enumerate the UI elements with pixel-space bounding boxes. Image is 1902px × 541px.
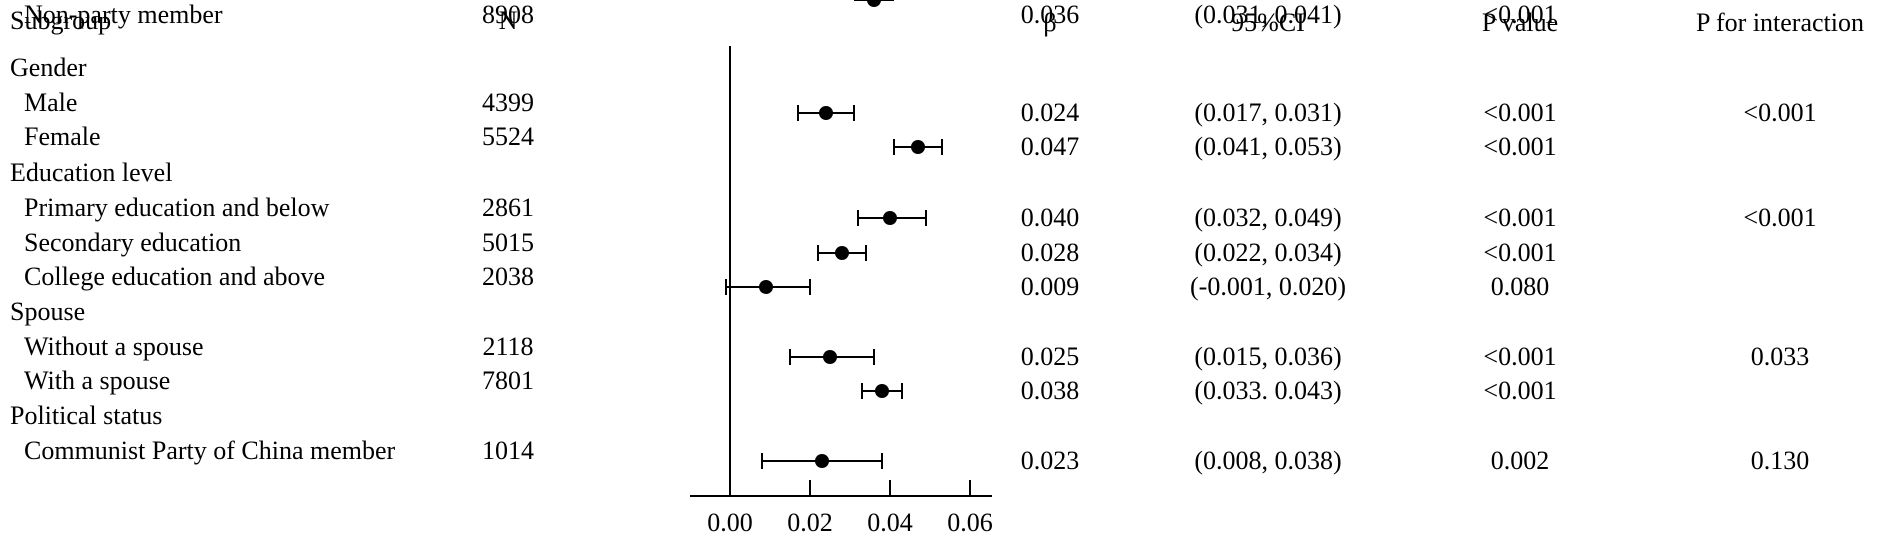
point-estimate <box>759 280 773 294</box>
beta-value: 0.009 <box>1020 272 1080 301</box>
p-interaction-value: <0.001 <box>1743 203 1817 232</box>
subgroup-label: Primary education and below <box>24 193 330 222</box>
p-interaction-value: 0.130 <box>1750 446 1810 475</box>
p-value: <0.001 <box>1483 238 1557 267</box>
subgroup-label: Without a spouse <box>24 332 204 361</box>
p-value: 0.002 <box>1490 446 1550 475</box>
point-estimate <box>875 384 889 398</box>
p-value: <0.001 <box>1483 0 1557 29</box>
header-p-value: P value <box>1481 8 1559 37</box>
beta-value: 0.036 <box>1020 0 1080 29</box>
subgroup-label: Secondary education <box>24 228 242 257</box>
forest-marks <box>725 0 943 469</box>
subgroup-label: Female <box>24 122 101 151</box>
point-estimate <box>835 246 849 260</box>
ci-value: (0.033. 0.043) <box>1194 376 1342 405</box>
ci-value: (0.041, 0.053) <box>1194 132 1342 161</box>
point-estimate <box>883 211 897 225</box>
point-estimate <box>819 106 833 120</box>
x-tick-label: 0.00 <box>707 508 753 537</box>
x-tick-label: 0.04 <box>867 508 913 537</box>
p-interaction-value: <0.001 <box>1743 98 1817 127</box>
ci-value: (-0.001, 0.020) <box>1190 272 1346 301</box>
ci-value: (0.022, 0.034) <box>1194 238 1342 267</box>
beta-value: 0.038 <box>1020 376 1080 405</box>
p-value: <0.001 <box>1483 98 1557 127</box>
point-estimate <box>911 140 925 154</box>
ci-value: (0.031, 0.041) <box>1194 0 1342 29</box>
x-tick-label: 0.06 <box>947 508 993 537</box>
p-interaction-value: 0.033 <box>1750 342 1810 371</box>
ci-value: (0.008, 0.038) <box>1194 446 1342 475</box>
group-label: Spouse <box>10 297 86 326</box>
beta-value: 0.040 <box>1020 203 1080 232</box>
point-estimate <box>867 0 881 7</box>
n-value: 2038 <box>482 262 534 291</box>
header-n: N <box>498 6 518 35</box>
header-subgroup: Subgroup <box>10 6 112 35</box>
p-value: 0.080 <box>1490 272 1550 301</box>
ci-value: (0.032, 0.049) <box>1194 203 1342 232</box>
subgroup-label: Communist Party of China member <box>24 436 396 465</box>
n-value: 4399 <box>482 88 534 117</box>
beta-value: 0.028 <box>1020 238 1080 267</box>
x-axis-ticks: 0.00 0.02 0.04 0.06 <box>707 480 993 537</box>
group-label: Gender <box>10 53 87 82</box>
n-value: 2118 <box>482 332 534 361</box>
subgroup-label: Non-party member <box>24 0 223 29</box>
header-p-interaction: P for interaction <box>1696 8 1864 37</box>
header-ci: 95%CI <box>1231 8 1305 37</box>
p-value: <0.001 <box>1483 376 1557 405</box>
point-estimate <box>823 350 837 364</box>
header-beta: β <box>1043 8 1057 37</box>
subgroup-label: College education and above <box>24 262 326 291</box>
beta-value: 0.025 <box>1020 342 1080 371</box>
n-value: 8908 <box>482 0 534 29</box>
n-value: 5524 <box>482 122 534 151</box>
ci-value: (0.017, 0.031) <box>1194 98 1342 127</box>
beta-value: 0.023 <box>1020 446 1080 475</box>
group-label: Education level <box>10 158 173 187</box>
p-value: <0.001 <box>1483 342 1557 371</box>
beta-value: 0.024 <box>1020 98 1080 127</box>
p-value: <0.001 <box>1483 132 1557 161</box>
n-value: 2861 <box>482 193 534 222</box>
x-tick-label: 0.02 <box>787 508 833 537</box>
ci-value: (0.015, 0.036) <box>1194 342 1342 371</box>
subgroup-label: Male <box>24 88 78 117</box>
point-estimate <box>815 454 829 468</box>
p-value: <0.001 <box>1483 203 1557 232</box>
beta-value: 0.047 <box>1020 132 1080 161</box>
n-value: 5015 <box>482 228 534 257</box>
n-value: 7801 <box>482 366 534 395</box>
group-label: Political status <box>10 401 163 430</box>
n-value: 1014 <box>482 436 534 465</box>
subgroup-label: With a spouse <box>24 366 171 395</box>
